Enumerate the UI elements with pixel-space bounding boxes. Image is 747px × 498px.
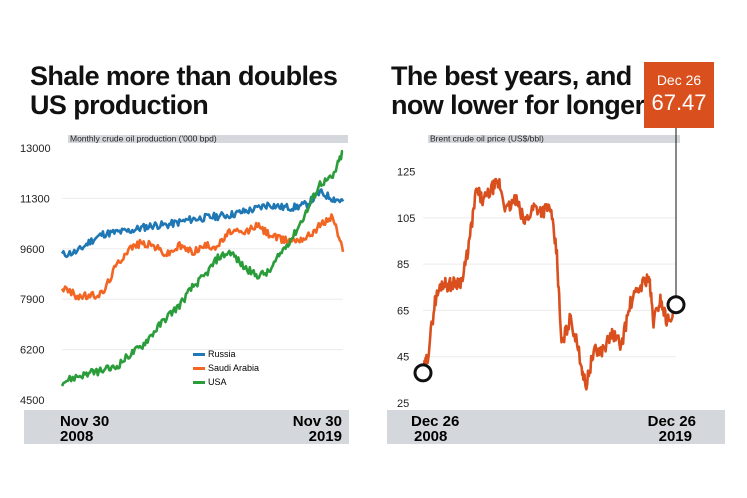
left-series-lines	[60, 149, 345, 387]
end-point-marker	[666, 295, 686, 315]
left-y-tick-label: 9600	[20, 244, 44, 256]
left-y-tick-label: 13000	[20, 143, 51, 155]
left-y-ticks: 13000 11300 9600 7900 6200 4500	[20, 143, 51, 407]
right-y-tick-label: 85	[397, 259, 409, 271]
left-series-line-usa	[60, 149, 344, 387]
right-y-tick-label: 45	[397, 352, 409, 364]
legend-swatch-saudi	[193, 367, 205, 370]
left-x-start-label-2: 2008	[60, 428, 93, 445]
price-callout: Dec 26 67.47	[644, 62, 714, 128]
callout-date: Dec 26	[656, 72, 702, 88]
left-y-tick-label: 4500	[20, 395, 44, 407]
left-x-start-label-1: Nov 30	[60, 413, 109, 430]
legend-label-russia: Russia	[208, 349, 236, 359]
left-y-tick-label: 6200	[20, 345, 44, 357]
right-series-lines	[421, 177, 677, 391]
right-y-tick-label: 65	[397, 305, 409, 317]
legend-swatch-usa	[193, 381, 205, 384]
right-y-ticks: 125 105 85 65 45 25	[397, 167, 415, 410]
left-x-end-label-2: 2019	[309, 428, 342, 445]
right-x-start-label-2: 2008	[414, 428, 447, 445]
right-x-start-label-1: Dec 26	[411, 413, 459, 430]
left-y-tick-label: 11300	[20, 193, 50, 205]
left-chart-title: Shale more than doubles US production	[30, 61, 338, 120]
legend-label-saudi: Saudi Arabia	[208, 363, 259, 373]
legend-swatch-russia	[193, 353, 205, 356]
start-point-marker	[413, 363, 433, 383]
legend: Russia Saudi Arabia USA	[193, 349, 259, 387]
left-x-band	[24, 410, 349, 444]
right-y-tick-label: 105	[397, 213, 415, 225]
right-x-end-label-2: 2019	[659, 428, 692, 445]
right-y-tick-label: 25	[397, 398, 409, 410]
right-y-axis-label: Brent crude oil price (US$/bbl)	[430, 133, 544, 143]
right-chart-title: The best years, and now lower for longer	[391, 61, 645, 120]
left-y-axis-label: Monthly crude oil production ('000 bpd)	[70, 133, 217, 143]
left-label-band	[68, 135, 348, 143]
right-y-tick-label: 125	[397, 167, 415, 179]
left-y-tick-label: 7900	[20, 294, 44, 306]
right-x-band	[387, 410, 725, 444]
left-series-line-saudi-arabia	[60, 213, 345, 301]
left-x-end-label-1: Nov 30	[293, 413, 342, 430]
legend-label-usa: USA	[208, 377, 227, 387]
right-series-line-brent	[421, 177, 677, 391]
right-x-end-label-1: Dec 26	[648, 413, 696, 430]
left-series-line-russia	[60, 188, 345, 259]
right-label-band	[428, 135, 680, 143]
callout-value: 67.47	[651, 90, 707, 115]
